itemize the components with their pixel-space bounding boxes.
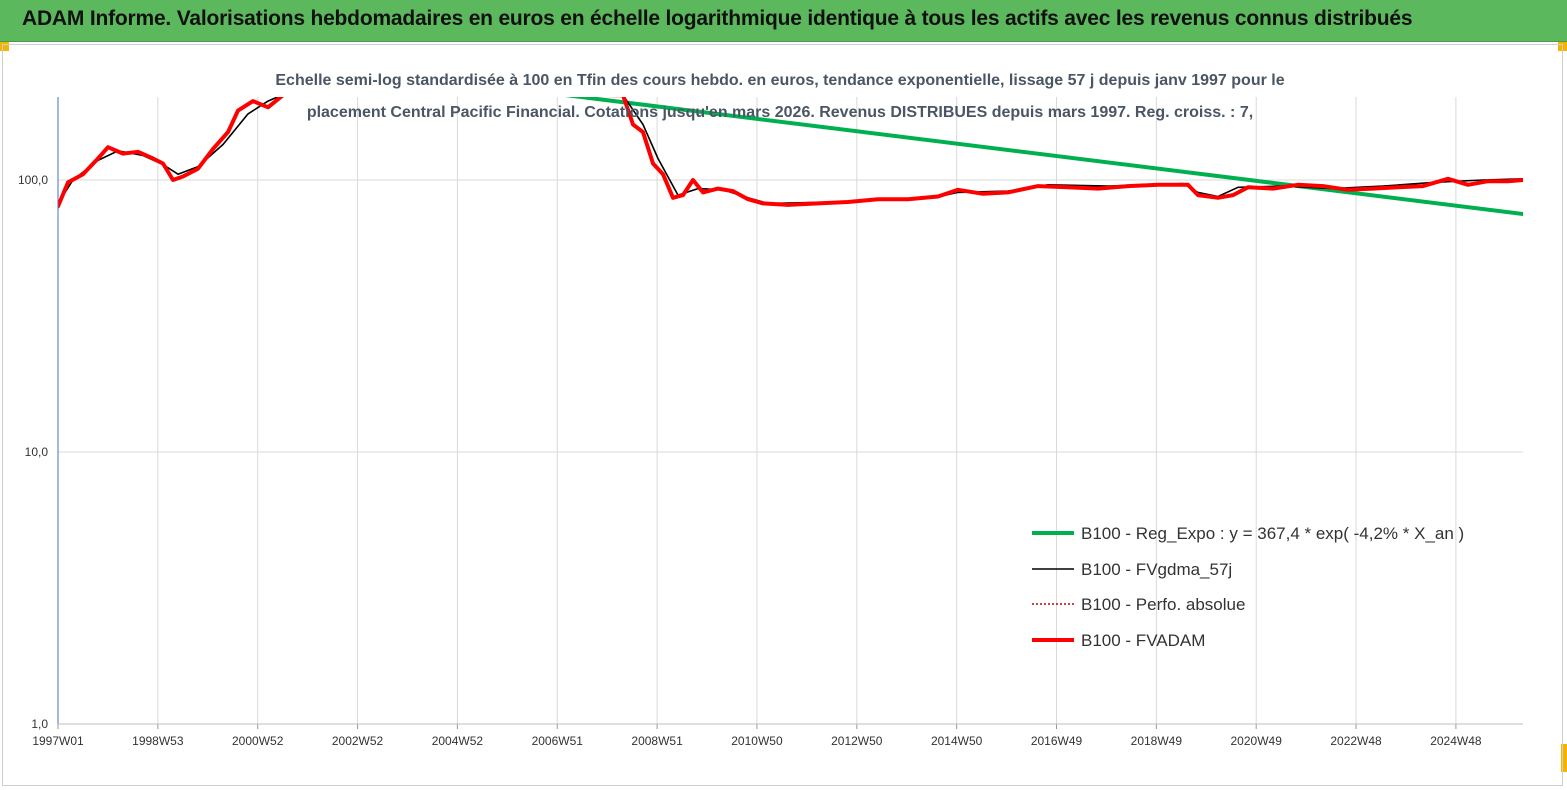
series-line-0 <box>564 97 1523 216</box>
x-tick-label: 2000W52 <box>232 734 284 748</box>
legend-label: B100 - FVgdma_57j <box>1081 560 1232 579</box>
page-title: ADAM Informe. Valorisations hebdomadaire… <box>22 7 1413 30</box>
x-tick-label: 2010W50 <box>731 734 783 748</box>
legend: B100 - Reg_Expo : y = 367,4 * exp( -4,2%… <box>1032 524 1464 650</box>
x-tick-label: 2020W49 <box>1231 734 1283 748</box>
x-tick-label: 2008W51 <box>631 734 683 748</box>
chart-frame <box>2 44 1563 786</box>
x-tick-label: 2014W50 <box>931 734 983 748</box>
header-bar: ADAM Informe. Valorisations hebdomadaire… <box>0 0 1567 42</box>
legend-label: B100 - Perfo. absolue <box>1081 595 1245 614</box>
y-tick-label: 1,0 <box>31 717 48 731</box>
x-tick-label: 2022W48 <box>1330 734 1382 748</box>
x-tick-label: 2002W52 <box>332 734 384 748</box>
grid <box>58 97 1523 725</box>
x-tick-label: 1997W01 <box>32 734 84 748</box>
x-tick-label: 1998W53 <box>132 734 184 748</box>
y-tick-label: 10,0 <box>25 445 49 459</box>
x-tick-label: 2016W49 <box>1031 734 1083 748</box>
chart-subtitle-line1: Echelle semi-log standardisée à 100 en T… <box>275 72 1284 89</box>
x-tick-label: 2024W48 <box>1430 734 1482 748</box>
x-tick-label: 2018W49 <box>1131 734 1183 748</box>
y-tick-label: 100,0 <box>18 173 48 187</box>
series-line-3 <box>58 97 1523 209</box>
series-group <box>58 97 1523 216</box>
chart-subtitle-line2: placement Central Pacific Financial. Cot… <box>307 104 1253 121</box>
legend-label: B100 - FVADAM <box>1081 631 1205 650</box>
x-tick-label: 2006W51 <box>532 734 584 748</box>
corner-marker <box>0 42 9 51</box>
legend-label: B100 - Reg_Expo : y = 367,4 * exp( -4,2%… <box>1081 524 1464 543</box>
corner-marker <box>1561 744 1567 772</box>
x-tick-label: 2004W52 <box>432 734 484 748</box>
x-tick-label: 2012W50 <box>831 734 883 748</box>
axes: 1,0 10,0 100,0 1997W01 1998W53 2000W52 2002W52… <box>18 97 1523 748</box>
